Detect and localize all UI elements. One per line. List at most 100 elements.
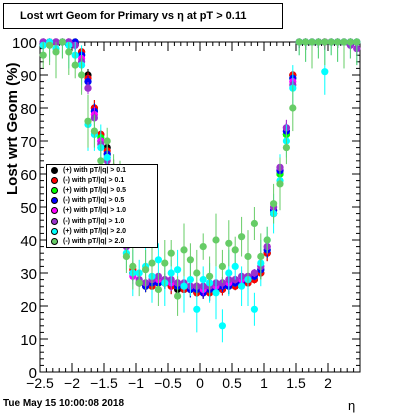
data-point [193,305,201,313]
y-tick-label: 60 [20,167,37,184]
data-point [167,249,175,257]
data-point [282,144,290,152]
data-point [250,305,258,313]
data-point [334,38,342,46]
series [39,38,361,316]
data-point [218,262,226,270]
data-point [206,272,214,280]
x-tick-label: 2 [324,375,332,391]
data-point [97,157,105,165]
data-point [154,256,162,264]
x-tick-label: 1.5 [286,375,306,391]
legend-label: (-) with pT/|q| > 0.5 [63,197,125,205]
data-point [231,262,239,270]
data-point [135,279,143,287]
data-point [199,276,207,284]
axis-ticks: 0 10 20 30 40 50 60 70 80 90 100 −2.5 −2 −1.5 −1 −0.5 0 0… [12,35,360,391]
data-point [218,322,226,330]
timestamp: Tue May 15 10:00:08 2018 [3,398,125,409]
legend-marker-icon [51,166,58,174]
x-tick-label: −2.5 [26,375,54,391]
data-point [174,292,182,300]
data-point [122,252,130,261]
x-tick-label: −1 [128,375,144,391]
data-point [244,252,252,261]
data-point [321,68,329,76]
data-point [346,38,354,46]
data-point [353,38,361,46]
data-point [238,233,246,241]
x-tick-label: −0.5 [154,375,182,391]
data-point [84,117,92,125]
y-tick-label: 90 [20,68,37,85]
legend-label: (+) with pT/|q| > 1.0 [63,207,127,215]
legend-marker-icon [51,197,58,205]
data-point [186,276,194,284]
data-point [270,200,278,208]
data-point [148,259,156,267]
legend-marker-icon [51,217,58,225]
y-tick-label: 80 [20,101,37,118]
legend-label: (+) with pT/|q| > 0.1 [63,166,127,174]
y-tick-label: 30 [20,266,37,283]
data-point [257,252,265,261]
data-point [289,104,297,112]
data-point [225,239,233,247]
data-point [180,282,188,290]
legend-item: (-) with pT/|q| > 2.0 [47,236,157,246]
data-point [154,285,162,294]
y-tick-label: 0 [29,365,37,382]
legend-label: (+) with pT/|q| > 0.5 [63,186,127,194]
data-point [321,38,329,46]
data-point [186,256,194,264]
data-point [142,266,150,274]
legend-marker-icon [51,176,58,184]
legend-marker-icon [51,227,58,235]
legend-label: (-) with pT/|q| > 1.0 [63,217,125,225]
x-tick-label: 0 [196,375,204,391]
y-tick-label: 20 [20,299,37,316]
data-point [199,243,207,251]
data-point [39,51,47,59]
data-point [103,137,111,145]
data-point [46,41,54,49]
legend-marker-icon [51,207,58,215]
data-point [231,246,239,254]
y-tick-label: 70 [20,134,37,151]
legend-item: (-) with pT/|q| > 1.0 [47,216,157,226]
data-point [212,236,220,244]
data-point [161,259,169,267]
legend-item: (+) with pT/|q| > 0.1 [47,165,157,175]
y-tick-label: 100 [12,35,37,52]
data-point [263,236,271,244]
legend-item: (-) with pT/|q| > 0.1 [47,175,157,185]
data-point [238,282,246,290]
data-point [84,78,92,86]
chart-title-box: Lost wrt Geom for Primary vs η at pT > 0… [3,3,283,29]
data-point [225,269,233,277]
y-tick-label: 40 [20,233,37,250]
data-point [327,38,335,46]
data-point [58,38,66,46]
data-point [129,262,137,270]
y-axis-label: Lost wrt Geom (%) [4,62,21,195]
chart-title: Lost wrt Geom for Primary vs η at pT > 0… [20,10,247,22]
x-axis-label: η [348,398,356,413]
data-point [212,289,220,297]
data-point [314,38,322,46]
data-point [250,219,258,228]
legend-item: (+) with pT/|q| > 2.0 [47,226,157,236]
data-point [78,71,86,79]
data-point [340,38,348,46]
data-point [174,266,182,274]
data-point [71,61,79,69]
x-tick-label: 0.5 [222,375,242,391]
legend-label: (-) with pT/|q| > 0.1 [63,176,125,184]
data-point [250,269,258,277]
x-tick-label: 1 [260,375,268,391]
data-point [84,84,92,92]
legend-label: (-) with pT/|q| > 2.0 [63,237,125,245]
data-point [308,38,316,46]
data-point [90,127,98,135]
data-point [302,38,310,46]
